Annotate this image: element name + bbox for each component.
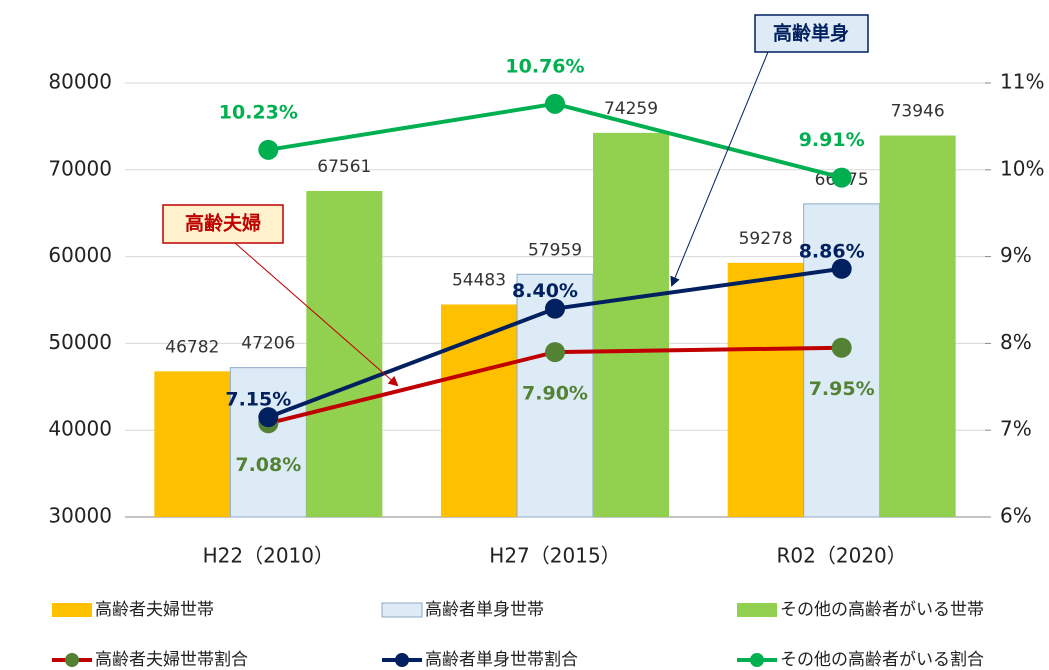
legend-label: 高齢者夫婦世帯割合 — [95, 650, 248, 670]
y2-tick-label: 10% — [1000, 156, 1044, 180]
y-tick-label: 40000 — [48, 417, 112, 441]
x-tick-label: R02（2020） — [777, 544, 907, 568]
marker — [258, 139, 279, 160]
bar-value-label: 47206 — [241, 334, 295, 354]
line-value-label: 7.08% — [235, 454, 301, 476]
bar — [593, 132, 669, 517]
annotation-arrow — [234, 242, 399, 387]
bar-value-label: 46782 — [165, 337, 219, 357]
legend-marker — [65, 653, 79, 667]
legend-swatch — [381, 602, 423, 618]
legend-marker — [750, 653, 764, 667]
plot: 30000 40000 50000 60000 70000 80000 6% 7% 8% 9% 10… — [48, 55, 1044, 567]
line-value-label: 9.91% — [799, 129, 865, 151]
marker — [831, 337, 852, 358]
y2-tick-label: 11% — [1000, 70, 1044, 94]
bar-value-label: 59278 — [739, 229, 793, 249]
bar — [229, 367, 307, 518]
annotation-text: 高齢夫婦 — [185, 212, 261, 235]
annotation-couple: 高齢夫婦 — [162, 204, 399, 387]
annotation-text: 高齢単身 — [773, 22, 849, 45]
bar-value-label: 57959 — [528, 240, 582, 260]
line-value-label: 8.86% — [799, 240, 865, 262]
bar — [441, 304, 517, 517]
bar — [306, 190, 383, 517]
y2-tick-label: 9% — [1000, 243, 1032, 267]
marker — [258, 407, 279, 428]
annotation-single: 高齢単身 — [670, 14, 869, 287]
line-value-label: 10.23% — [219, 101, 298, 123]
x-tick-label: H22（2010） — [203, 544, 334, 568]
bar-value-label: 54483 — [452, 270, 506, 290]
annotation-box — [162, 204, 284, 244]
marker — [831, 258, 852, 279]
marker — [545, 93, 565, 114]
bar — [727, 262, 804, 517]
bar-value-label: 67561 — [317, 157, 371, 177]
bar — [803, 203, 881, 518]
y-tick-label: 50000 — [48, 330, 112, 354]
annotation-box — [754, 14, 869, 53]
legend-swatch — [737, 603, 777, 617]
bar-value-label: 73946 — [891, 102, 945, 122]
legend-label: その他の高齢者がいる世帯 — [780, 600, 984, 620]
y-tick-label: 70000 — [48, 156, 112, 180]
line-value-label: 7.15% — [225, 389, 291, 411]
marker — [545, 298, 565, 319]
y-tick-label: 80000 — [48, 70, 112, 94]
annotation-arrow — [670, 51, 769, 287]
bar — [154, 371, 231, 517]
line-value-label: 7.90% — [522, 383, 588, 405]
x-tick-label: H27（2015） — [489, 544, 620, 568]
legend-swatch — [52, 603, 92, 617]
y-tick-label: 60000 — [48, 243, 112, 267]
y2-tick-label: 6% — [1000, 504, 1032, 528]
line-value-label: 10.76% — [505, 55, 584, 77]
legend-label: 高齢者夫婦世帯 — [95, 600, 214, 620]
y2-tick-label: 7% — [1000, 417, 1032, 441]
legend-label: 高齢者単身世帯 — [425, 600, 544, 620]
y2-tick-label: 8% — [1000, 330, 1032, 354]
marker — [831, 167, 852, 188]
legend-label: その他の高齢者がいる割合 — [780, 650, 984, 670]
bar-value-label: 74259 — [604, 99, 658, 119]
bar — [879, 135, 956, 518]
legend-label: 高齢者単身世帯割合 — [425, 650, 578, 670]
y-tick-label: 30000 — [48, 504, 112, 528]
line-value-label: 7.95% — [809, 378, 875, 400]
marker — [545, 342, 565, 363]
line-value-label: 8.40% — [512, 280, 578, 302]
legend-marker — [395, 653, 409, 667]
